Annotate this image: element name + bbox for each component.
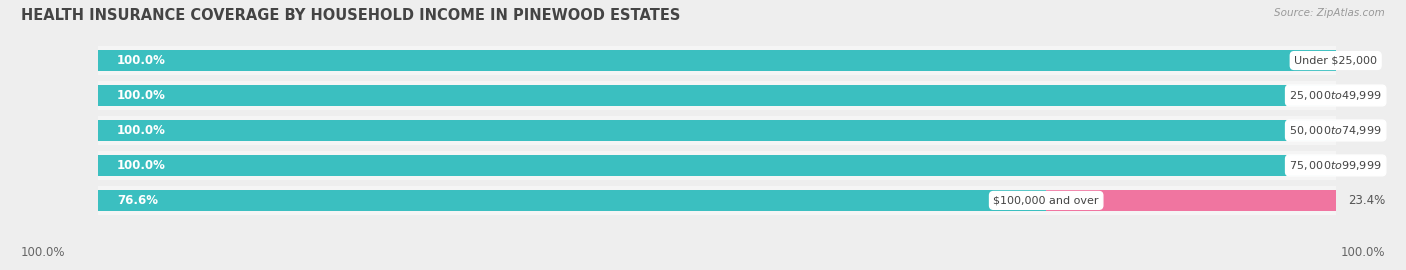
Text: 100.0%: 100.0%: [21, 246, 66, 259]
Bar: [98, 81, 1336, 110]
Bar: [1336, 120, 1406, 141]
Bar: [98, 186, 1336, 215]
Text: $50,000 to $74,999: $50,000 to $74,999: [1289, 124, 1382, 137]
Text: 100.0%: 100.0%: [117, 159, 166, 172]
Bar: [1336, 155, 1406, 176]
Text: HEALTH INSURANCE COVERAGE BY HOUSEHOLD INCOME IN PINEWOOD ESTATES: HEALTH INSURANCE COVERAGE BY HOUSEHOLD I…: [21, 8, 681, 23]
Bar: [98, 120, 1336, 141]
Bar: [98, 151, 1336, 180]
Text: $25,000 to $49,999: $25,000 to $49,999: [1289, 89, 1382, 102]
Bar: [1336, 50, 1406, 71]
Text: 76.6%: 76.6%: [117, 194, 157, 207]
Bar: [98, 50, 1336, 71]
Bar: [98, 155, 1336, 176]
Text: 100.0%: 100.0%: [1340, 246, 1385, 259]
Bar: [1336, 85, 1406, 106]
Text: Source: ZipAtlas.com: Source: ZipAtlas.com: [1274, 8, 1385, 18]
Text: 100.0%: 100.0%: [117, 54, 166, 67]
Bar: [98, 116, 1336, 145]
Text: 100.0%: 100.0%: [117, 124, 166, 137]
Text: $75,000 to $99,999: $75,000 to $99,999: [1289, 159, 1382, 172]
Bar: [98, 46, 1336, 75]
Bar: [98, 190, 1046, 211]
Text: Under $25,000: Under $25,000: [1294, 56, 1378, 66]
Bar: [1046, 190, 1336, 211]
Text: 100.0%: 100.0%: [117, 89, 166, 102]
Text: 23.4%: 23.4%: [1348, 194, 1385, 207]
Text: $100,000 and over: $100,000 and over: [994, 195, 1099, 205]
Bar: [98, 85, 1336, 106]
